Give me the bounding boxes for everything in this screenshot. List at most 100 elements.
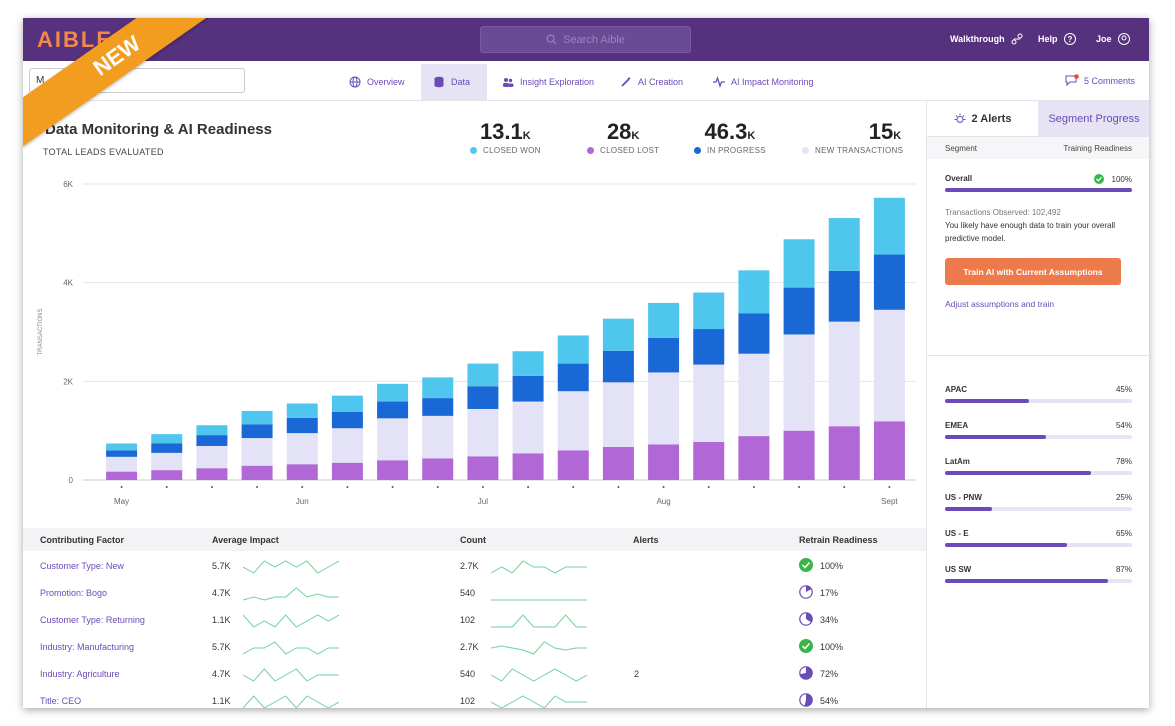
col-factor: Contributing Factor [40, 535, 124, 545]
app-window: AIBLE SS Search Aible Walkthrough Help ?… [23, 18, 1149, 708]
impact-sparkline [242, 695, 340, 708]
progress-fill [945, 507, 992, 511]
table-row: Industry: Manufacturing 5.7K 2.7K 100% [23, 634, 926, 661]
adjust-assumptions-link[interactable]: Adjust assumptions and train [945, 299, 1055, 309]
y-tick-label: 6K [63, 180, 73, 189]
x-tick-mark [888, 486, 891, 488]
tab-ai-creation[interactable]: AI Creation [608, 64, 695, 100]
factor-link[interactable]: Industry: Agriculture [40, 669, 120, 679]
bar-segment [377, 383, 409, 402]
help-label: Help [1038, 34, 1058, 44]
readiness-pct: 100% [820, 642, 844, 652]
region-row: US - PNW 25% [945, 493, 1132, 511]
y-tick-label: 2K [63, 377, 73, 386]
comment-icon [1065, 74, 1079, 87]
bar-segment [693, 442, 725, 480]
user-menu[interactable]: Joe [1096, 32, 1131, 46]
count-sparkline [491, 614, 587, 630]
comments-button[interactable]: 5 Comments [1065, 74, 1135, 87]
stat-new-transactions: 15K NEW TRANSACTIONS [802, 119, 903, 155]
user-icon [1117, 33, 1130, 45]
tab-overview[interactable]: Overview [337, 64, 417, 100]
x-tick-mark [165, 486, 168, 488]
svg-text:?: ? [1067, 35, 1072, 44]
region-progress-bar [945, 435, 1132, 439]
x-tick-mark [436, 486, 439, 488]
bar-segment [648, 302, 680, 338]
check-circle-icon [1093, 174, 1104, 184]
transactions-observed: Transactions Observed: 102,492 [945, 208, 1061, 217]
impact-sparkline [242, 668, 339, 684]
stat-label: CLOSED WON [483, 146, 541, 155]
bar-segment [151, 443, 183, 453]
tab-data[interactable]: Data [421, 64, 487, 100]
factor-link[interactable]: Promotion: Bogo [40, 588, 108, 598]
tab-ai-impact-monitoring[interactable]: AI Impact Monitoring [701, 64, 826, 100]
bar-segment [377, 401, 409, 419]
x-tick-label: Aug [656, 497, 670, 506]
bar-segment [602, 350, 634, 383]
factor-link[interactable]: Industry: Manufacturing [40, 642, 135, 652]
count-sparkline [490, 641, 587, 657]
x-tick-label: Sept [881, 497, 898, 506]
stat-label: NEW TRANSACTIONS [815, 146, 904, 155]
tab-alerts[interactable]: 2 Alerts [927, 101, 1038, 137]
table-header: Contributing Factor Average Impact Count… [23, 528, 926, 551]
bar-segment [828, 426, 860, 480]
stat-in-progress: 46.3K IN PROGRESS [694, 119, 766, 155]
help-button[interactable]: Help ? [1038, 32, 1077, 46]
bar-segment [557, 391, 589, 451]
walkthrough-button[interactable]: Walkthrough [950, 32, 1024, 46]
train-ai-button[interactable]: Train AI with Current Assumptions [945, 258, 1121, 285]
stat-label: IN PROGRESS [707, 146, 766, 155]
region-row: US - E 65% [945, 529, 1132, 547]
side-tabs: 2 Alerts Segment Progress [927, 101, 1149, 137]
average-impact: 5.7K [212, 642, 231, 652]
divider [927, 355, 1149, 356]
y-tick-label: 0 [69, 476, 74, 485]
bar-segment [422, 377, 454, 399]
average-impact: 1.1K [212, 696, 231, 706]
impact-sparkline [242, 641, 339, 657]
bar-segment [106, 471, 138, 480]
stat-unit: K [522, 130, 531, 142]
region-name: US - PNW [945, 493, 982, 502]
tab-ai-creation-label: AI Creation [638, 77, 684, 87]
readiness-indicator [799, 558, 813, 574]
alert-bug-icon [954, 113, 966, 123]
readiness-pie-icon [799, 612, 813, 626]
bar-segment [557, 363, 589, 392]
x-tick-mark [527, 486, 530, 488]
tab-insight-exploration[interactable]: Insight Exploration [490, 64, 606, 100]
region-pct: 87% [1115, 565, 1132, 574]
bar-segment [106, 450, 138, 457]
bar-segment [557, 335, 589, 364]
readiness-pct: 100% [820, 561, 844, 571]
x-tick-mark [346, 486, 349, 488]
tab-segment-progress[interactable]: Segment Progress [1038, 101, 1149, 137]
factor-link[interactable]: Customer Type: New [40, 561, 124, 571]
stat-unit: K [631, 130, 640, 142]
stat-unit: K [747, 130, 756, 142]
top-bar: AIBLE SS Search Aible Walkthrough Help ?… [23, 18, 1149, 61]
region-name: US - E [945, 529, 969, 538]
bar-segment [196, 445, 228, 469]
bar-segment [873, 421, 905, 480]
progress-fill [945, 471, 1091, 475]
factor-link[interactable]: Title: CEO [40, 696, 82, 706]
region-progress-bar [945, 399, 1132, 403]
database-icon [434, 76, 444, 88]
bar-segment [467, 408, 499, 457]
legend-dot [694, 147, 701, 154]
bar-segment [286, 433, 318, 465]
factor-link[interactable]: Customer Type: Returning [40, 615, 145, 625]
search-input[interactable]: Search Aible [480, 26, 691, 53]
bar-segment [557, 450, 589, 480]
region-pct: 25% [1115, 493, 1132, 502]
x-tick-label: Jul [478, 497, 488, 506]
check-circle-icon [799, 558, 813, 572]
x-tick-mark [752, 486, 755, 488]
bar-segment [512, 351, 544, 376]
count: 540 [460, 669, 476, 679]
segment-columns: Segment Training Readiness [927, 137, 1149, 159]
